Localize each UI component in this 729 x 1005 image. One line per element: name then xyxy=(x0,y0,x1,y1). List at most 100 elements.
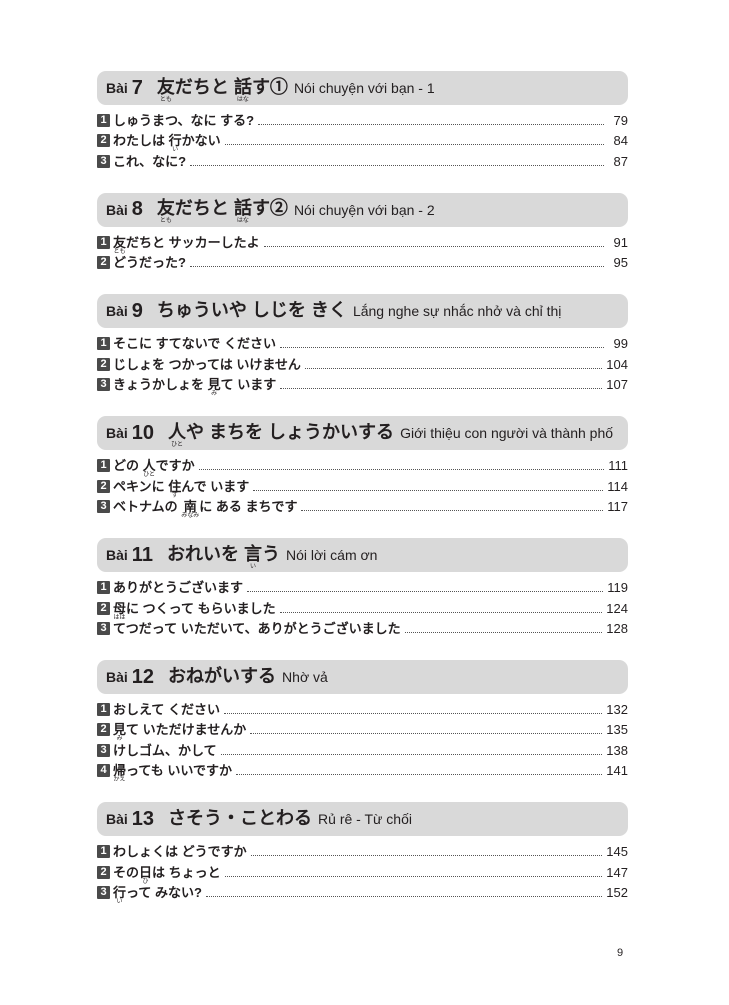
dot-leader xyxy=(235,764,603,776)
lesson-title-jp: おれいを 言いう xyxy=(166,543,280,572)
entry-page: 124 xyxy=(606,600,628,616)
text: んで います xyxy=(181,478,250,494)
entry-page: 87 xyxy=(613,153,628,169)
toc-entry[interactable]: 2 わたしは 行いかない 84 xyxy=(97,133,628,153)
entry-number-badge: 3 xyxy=(97,743,110,757)
kanji: 友 xyxy=(113,234,127,250)
lesson-header: Bài 13 さそう・ことわる Rủ rê - Từ chối xyxy=(97,802,628,837)
entry-title: これ、なに? xyxy=(113,155,186,168)
dot-leader xyxy=(301,500,604,511)
entry-number-badge: 2 xyxy=(97,723,110,737)
lesson-label: Bài xyxy=(106,811,128,828)
entry-page: 147 xyxy=(606,864,628,880)
entry-title: わしょくは どうですか xyxy=(113,845,247,858)
dot-leader xyxy=(247,581,604,593)
toc-entry[interactable]: 3 てつだって いただいて、ありがとうございました 128 xyxy=(97,621,628,641)
toc-entry[interactable]: 1 ありがとうございます 119 xyxy=(97,580,628,600)
toc-entry[interactable]: 2 どうだった? 95 xyxy=(97,255,628,275)
entry-number-badge: 2 xyxy=(97,357,110,371)
text: てつだって いただいて、ありがとうございました xyxy=(113,620,401,636)
entry-page: 117 xyxy=(607,498,628,514)
entry-title: てつだって いただいて、ありがとうございました xyxy=(113,622,401,635)
entry-title: きょうかしょを 見みて います xyxy=(113,378,276,398)
lesson-label: Bài xyxy=(106,80,128,96)
lesson-title-jp: おねがいする xyxy=(168,665,277,694)
lesson-title-jp: 人ひとや まちを しょうかいする xyxy=(168,421,395,450)
dot-leader xyxy=(189,256,604,268)
entry-page: 95 xyxy=(613,255,628,271)
furigana: み xyxy=(116,736,123,743)
text: は ちょっと xyxy=(152,864,221,880)
toc-entry[interactable]: 3 きょうかしょを 見みて います 107 xyxy=(97,377,628,397)
lesson-number: 12 xyxy=(131,665,155,688)
toc-entry[interactable]: 1 そこに すてないで ください 99 xyxy=(97,336,628,356)
entry-number-badge: 1 xyxy=(97,703,110,717)
entry-number-badge: 3 xyxy=(97,378,110,392)
entry-title: ありがとうございます xyxy=(113,581,243,594)
dot-leader xyxy=(250,845,603,857)
text: けしゴム、かして xyxy=(113,742,217,758)
toc-entry[interactable]: 3 ベトナムの 南みなみに ある まちです 117 xyxy=(97,499,628,519)
toc-entry[interactable]: 1 おしえて ください 132 xyxy=(97,702,628,722)
toc-entry[interactable]: 3 けしゴム、かして 138 xyxy=(97,743,628,763)
text: ベトナムの xyxy=(113,498,182,514)
entry-number-badge: 4 xyxy=(97,764,110,778)
dot-leader xyxy=(205,886,603,897)
lesson-title-vi: Nhờ vả xyxy=(282,669,328,686)
kanji-with-furigana: 話はな xyxy=(234,199,252,225)
entry-number-badge: 3 xyxy=(97,499,110,513)
dot-leader xyxy=(198,459,604,471)
entry-title: 帰かえ っても いいですか xyxy=(113,764,232,784)
toc-entry[interactable]: 4 帰かえ っても いいですか 141 xyxy=(97,763,628,783)
entry-page: 99 xyxy=(613,336,628,352)
kanji-with-furigana: 行い xyxy=(113,886,126,906)
toc-entry[interactable]: 3 行いって みない? 152 xyxy=(97,885,628,905)
toc-entry[interactable]: 1 友とも だちと サッカーしたよ 91 xyxy=(97,235,628,255)
kanji: 住 xyxy=(168,478,182,494)
toc-entry[interactable]: 1 わしょくは どうですか 145 xyxy=(97,844,628,864)
lesson-title-jp: 友とも だちと 話はな す② xyxy=(157,199,288,226)
toc-entry[interactable]: 2 その日ひは ちょっと 147 xyxy=(97,865,628,885)
lesson-title-jp: さそう・ことわる xyxy=(168,808,312,836)
kanji: 行 xyxy=(113,884,127,900)
entry-number-badge: 1 xyxy=(97,459,110,473)
kanji: 友 xyxy=(156,76,175,97)
furigana: ひと xyxy=(171,441,183,448)
toc-entry[interactable]: 2 母ははに つくって もらいました 124 xyxy=(97,601,628,621)
dot-leader xyxy=(404,622,603,633)
entry-title: どの 人ひと ですか xyxy=(113,459,195,479)
text: おれいを xyxy=(166,543,244,564)
toc-entry[interactable]: 1 どの 人ひと ですか 111 xyxy=(97,458,628,478)
kanji-with-furigana: 日ひ xyxy=(139,866,152,886)
lesson-number: 9 xyxy=(131,299,143,322)
page-number: 9 xyxy=(617,947,624,959)
entry-page: 138 xyxy=(606,742,628,758)
kanji-with-furigana: 帰かえ xyxy=(113,764,126,784)
entry-number-badge: 2 xyxy=(97,134,110,148)
toc-entry[interactable]: 3 これ、なに? 87 xyxy=(97,154,628,174)
entry-page: 141 xyxy=(606,763,628,779)
text: て いただけませんか xyxy=(126,722,247,738)
dot-leader xyxy=(280,378,603,390)
toc-entry[interactable]: 1 しゅうまつ、なに する? 79 xyxy=(97,113,628,133)
dot-leader xyxy=(220,744,603,755)
entry-title: 母ははに つくって もらいました xyxy=(113,602,276,622)
dot-leader xyxy=(223,703,603,715)
entry-page: 79 xyxy=(613,113,628,128)
kanji: 見 xyxy=(113,722,127,738)
text: おねがいする xyxy=(168,665,277,686)
entry-title: じしょを つかっては いけません xyxy=(113,358,301,371)
entry-page: 145 xyxy=(606,844,628,860)
lesson-section: Bài 13 さそう・ことわる Rủ rê - Từ chối 1 わしょくは どうですか… xyxy=(97,802,628,905)
dot-leader xyxy=(304,358,603,369)
text: や まちを しょうかいする xyxy=(186,421,395,442)
entry-number-badge: 3 xyxy=(97,621,110,635)
text: す② xyxy=(251,198,288,219)
toc-entry[interactable]: 2 ペキンに 住すんで います 114 xyxy=(97,479,628,499)
furigana: す xyxy=(171,492,178,499)
toc-entry[interactable]: 2 じしょを つかっては いけません 104 xyxy=(97,357,628,377)
text: に つくって もらいました xyxy=(126,600,276,616)
dot-leader xyxy=(263,236,604,247)
